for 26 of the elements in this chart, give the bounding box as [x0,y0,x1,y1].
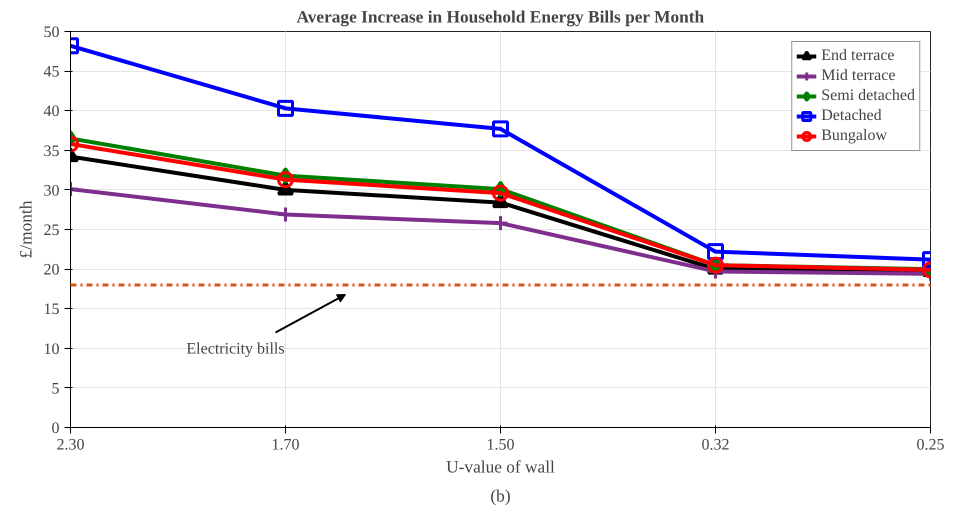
x-tick-label: 0.32 [702,436,730,454]
legend-label: End terrace [821,47,895,65]
legend-label: Semi detached [821,87,915,105]
y-tick-label: 35 [44,142,60,160]
x-axis-title: U-value of wall [446,458,556,476]
y-axis-title: £/month [16,200,36,258]
chart-title: Average Increase in Household Energy Bills per Month [296,8,705,26]
y-tick-label: 0 [52,420,60,437]
legend-label: Bungalow [821,127,888,145]
text: (b) [490,486,511,506]
x-tick-label: 0.25 [916,436,944,454]
y-tick-label: 40 [44,103,60,120]
y-tick-label: 45 [44,64,60,81]
x-tick-label: 2.30 [56,436,84,454]
y-tick-label: 20 [44,262,60,279]
legend-label: Detached [821,107,882,125]
legend-label: Mid terrace [821,67,896,85]
y-tick-label: 5 [52,380,60,398]
x-tick-label: 1.50 [486,436,514,454]
y-tick-label: 15 [44,301,60,318]
y-tick-label: 30 [44,182,60,200]
y-tick-label: 25 [44,222,60,239]
annotation: Electricity bills [186,340,285,358]
y-tick-label: 10 [44,340,60,358]
y-tick-label: 50 [44,24,60,41]
x-tick-label: 1.70 [272,436,300,454]
